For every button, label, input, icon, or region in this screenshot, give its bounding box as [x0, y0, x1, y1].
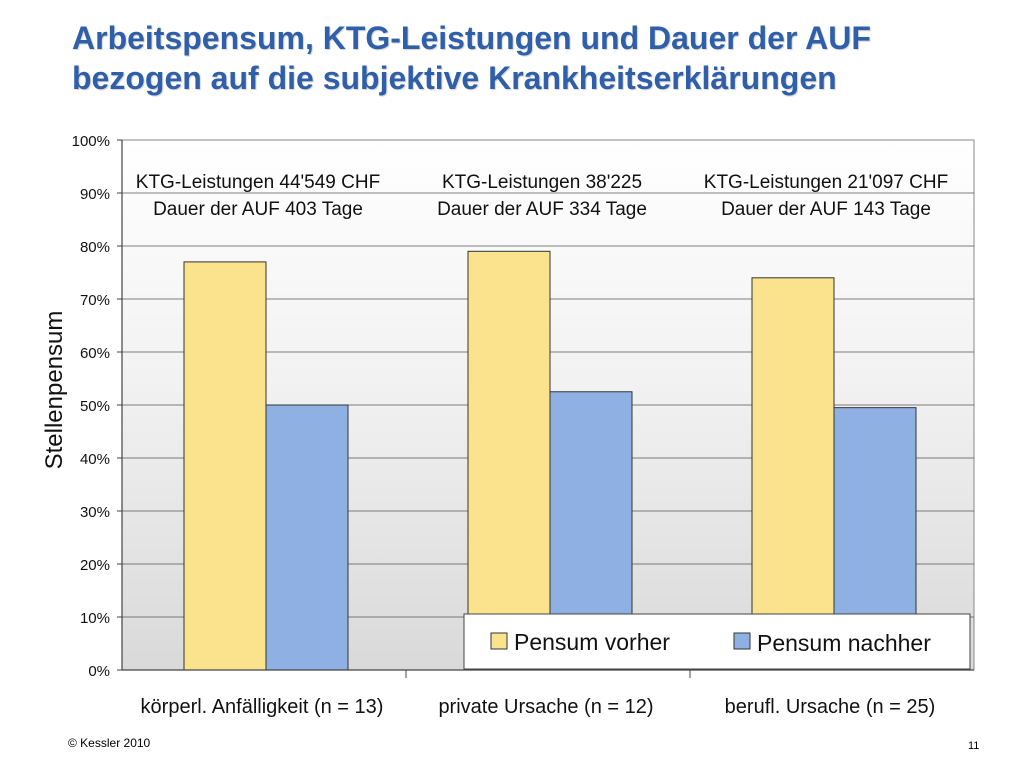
y-tick-label: 50%: [80, 398, 110, 415]
annotation-auf: Dauer der AUF 143 Tage: [721, 199, 931, 220]
y-tick-label: 20%: [80, 557, 110, 574]
x-category-label: körperl. Anfälligkeit (n = 13): [141, 696, 384, 718]
y-tick-label: 90%: [80, 186, 110, 203]
x-category-label: private Ursache (n = 12): [438, 696, 653, 718]
annotation-ktg: KTG-Leistungen 21'097 CHF: [704, 172, 948, 193]
title-line-2: bezogen auf die subjektive Krankheitserk…: [72, 60, 837, 96]
y-tick-label: 70%: [80, 292, 110, 309]
legend-swatch-nachher: [733, 632, 751, 650]
legend: Pensum vorher Pensum nachher: [463, 613, 971, 670]
copyright: © Kessler 2010: [68, 736, 151, 750]
annotation-auf: Dauer der AUF 403 Tage: [153, 199, 363, 220]
bar-vorher: [183, 261, 267, 671]
legend-label-vorher: Pensum vorher: [514, 629, 670, 655]
y-tick-label: 100%: [72, 133, 110, 150]
annotation-ktg: KTG-Leistungen 44'549 CHF: [136, 172, 380, 193]
y-tick-label: 40%: [80, 451, 110, 468]
y-tick-label: 60%: [80, 345, 110, 362]
page-number: 11: [968, 740, 980, 752]
title-line-1: Arbeitspensum, KTG-Leistungen und Dauer …: [72, 20, 871, 56]
x-category-label: berufl. Ursache (n = 25): [725, 696, 936, 718]
bar-vorher: [467, 250, 551, 671]
legend-box: [463, 613, 971, 670]
y-tick-label: 0%: [88, 663, 110, 680]
annotation-ktg: KTG-Leistungen 38'225: [442, 172, 642, 193]
bar-vorher: [751, 277, 835, 671]
legend-label-nachher: Pensum nachher: [757, 630, 931, 656]
annotation-auf: Dauer der AUF 334 Tage: [437, 199, 647, 220]
y-tick-label: 30%: [80, 504, 110, 521]
slide-title: Arbeitspensum, KTG-Leistungen und Dauer …: [72, 18, 972, 98]
y-axis-label: Stellenpensum: [41, 311, 68, 470]
y-tick-label: 80%: [80, 239, 110, 256]
legend-swatch-vorher: [490, 632, 508, 650]
bar-nachher: [265, 404, 349, 671]
y-tick-label: 10%: [80, 610, 110, 627]
